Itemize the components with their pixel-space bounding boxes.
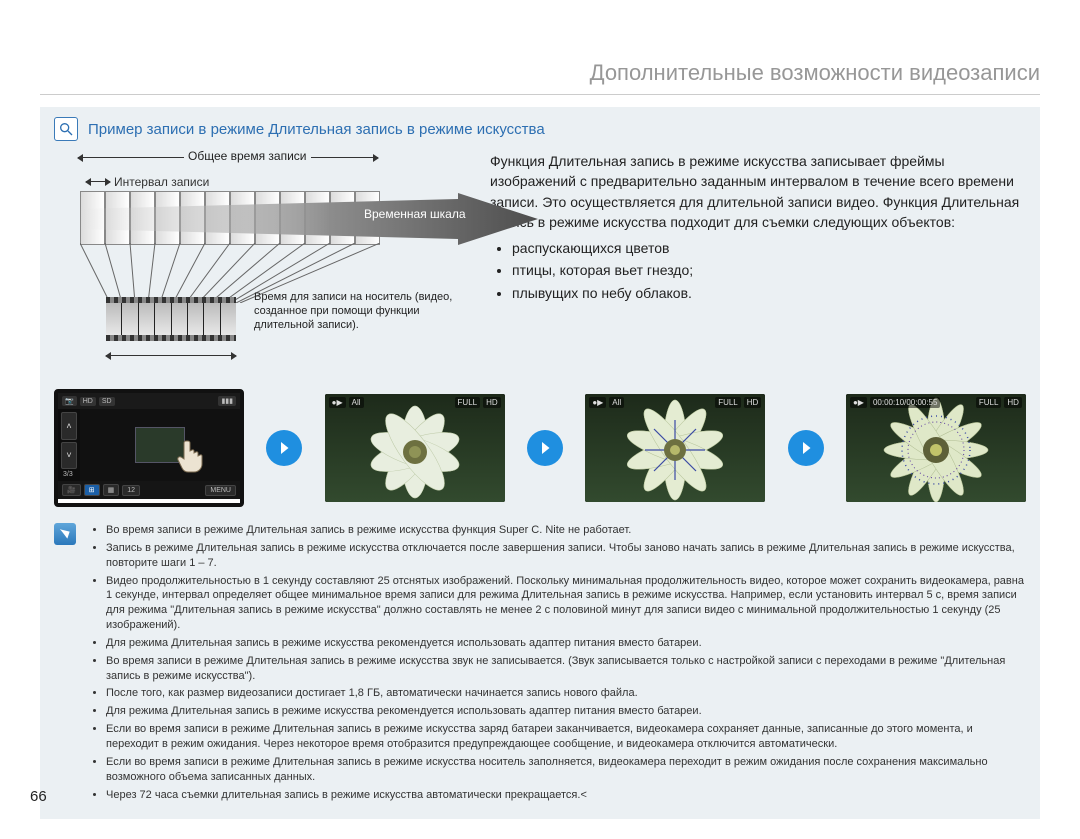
hd-label: HD — [1004, 397, 1022, 408]
mode-button[interactable]: 🎥 — [62, 484, 81, 496]
note-item: Для режима Длительная запись в режиме ис… — [106, 636, 1026, 651]
hd-label: HD — [483, 397, 501, 408]
note-item: Для режима Длительная запись в режиме ис… — [106, 704, 1026, 719]
bullet-item: птицы, которая вьет гнездо; — [512, 260, 1026, 280]
page-title: Дополнительные возможности видеозаписи — [40, 60, 1040, 95]
page-number: 66 — [30, 788, 47, 805]
full-label: FULL — [715, 397, 741, 408]
full-label: FULL — [976, 397, 1002, 408]
total-time-label: Общее время записи — [184, 149, 311, 163]
arrow-right-icon — [527, 430, 563, 466]
num-button[interactable]: 12 — [122, 485, 140, 496]
bullet-item: плывущих по небу облаков. — [512, 283, 1026, 303]
pointer-hand-icon — [170, 433, 214, 477]
note-item: Если во время записи в режиме Длительная… — [106, 722, 1026, 752]
page-count: 3/3 — [61, 471, 77, 478]
timescale-label: Временная шкала — [364, 207, 466, 221]
flower-thumb-2: ●▶All FULLHD — [585, 394, 765, 502]
time-label: 00:00:10/00:00:55 — [870, 397, 941, 408]
thumbnail-row: 📷 HD SD ▮▮▮ ˄ ˅ 3/3 — [54, 389, 1026, 507]
rec-icon: ●▶ — [589, 397, 606, 408]
section-header: Пример записи в режиме Длительная запись… — [88, 121, 545, 138]
content-panel: Пример записи в режиме Длительная запись… — [40, 107, 1040, 819]
grid-button-2[interactable]: ▦ — [103, 484, 120, 496]
rec-icon: ●▶ — [850, 397, 867, 408]
film-strip — [106, 297, 236, 341]
all-label: All — [609, 397, 624, 408]
chip-sd: SD — [99, 397, 115, 406]
diagram-note: Время для записи на носитель (видео, соз… — [254, 291, 464, 332]
up-button[interactable]: ˄ — [61, 412, 77, 440]
battery-icon: ▮▮▮ — [218, 396, 236, 406]
note-item: Видео продолжительностью в 1 секунду сос… — [106, 574, 1026, 633]
menu-button[interactable]: MENU — [205, 485, 236, 496]
note-icon — [54, 523, 76, 545]
magnifier-icon — [54, 117, 78, 141]
note-item: Во время записи в режиме Длительная запи… — [106, 523, 1026, 538]
all-label: All — [349, 397, 364, 408]
arrow-right-icon — [788, 430, 824, 466]
note-item: Во время записи в режиме Длительная запи… — [106, 654, 1026, 684]
description-paragraph: Функция Длительная запись в режиме искус… — [490, 151, 1026, 232]
note-item: Через 72 часа съемки длительная запись в… — [106, 788, 1026, 803]
description-text: Функция Длительная запись в режиме искус… — [490, 151, 1026, 371]
timeline-diagram: Общее время записи Интервал записи — [54, 151, 474, 371]
note-item: После того, как размер видеозаписи дости… — [106, 686, 1026, 701]
full-label: FULL — [455, 397, 481, 408]
chip-hd: 📷 — [62, 396, 77, 406]
interval-label: Интервал записи — [114, 175, 209, 189]
notes-block: Во время записи в режиме Длительная запи… — [54, 523, 1026, 805]
rec-icon: ●▶ — [329, 397, 346, 408]
grid-button[interactable]: ⊞ — [84, 484, 100, 496]
down-button[interactable]: ˅ — [61, 442, 77, 470]
note-item: Запись в режиме Длительная запись в режи… — [106, 541, 1026, 571]
bullet-item: распускающихся цветов — [512, 238, 1026, 258]
arrow-right-icon — [266, 430, 302, 466]
timescale-arrow — [78, 193, 538, 245]
lcd-thumbnail: 📷 HD SD ▮▮▮ ˄ ˅ 3/3 — [54, 389, 244, 507]
flower-thumb-1: ●▶All FULLHD — [325, 394, 505, 502]
flower-thumb-3: ●▶00:00:10/00:00:55 FULLHD — [846, 394, 1026, 502]
chip-hd: HD — [80, 397, 96, 406]
note-item: Если во время записи в режиме Длительная… — [106, 755, 1026, 785]
hd-label: HD — [744, 397, 762, 408]
